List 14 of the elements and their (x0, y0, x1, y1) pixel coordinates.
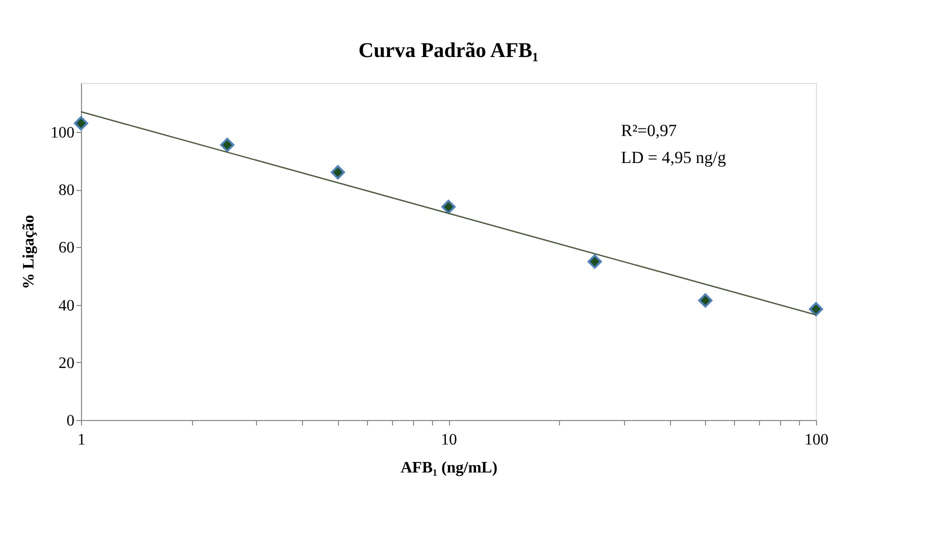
x-tick-label: 1 (78, 432, 86, 448)
x-axis-title: AFB₁ (ng/mL) (400, 460, 498, 476)
annotation: LD = 4,95 ng/g (621, 148, 726, 167)
y-tick-label: 80 (58, 182, 74, 200)
y-tick-label: 0 (66, 412, 74, 430)
y-tick-label: 60 (58, 240, 74, 257)
y-tick-label: 100 (50, 124, 74, 142)
x-tick-label: 100 (804, 432, 828, 448)
y-tick-label: 40 (58, 297, 74, 314)
x-tick-label: 10 (441, 432, 457, 448)
y-axis-title: % Ligação (20, 214, 38, 290)
chart-title: Curva Padrão AFB₁ (358, 38, 539, 62)
annotation: R²=0,97 (621, 121, 678, 140)
y-tick-label: 20 (58, 354, 74, 372)
